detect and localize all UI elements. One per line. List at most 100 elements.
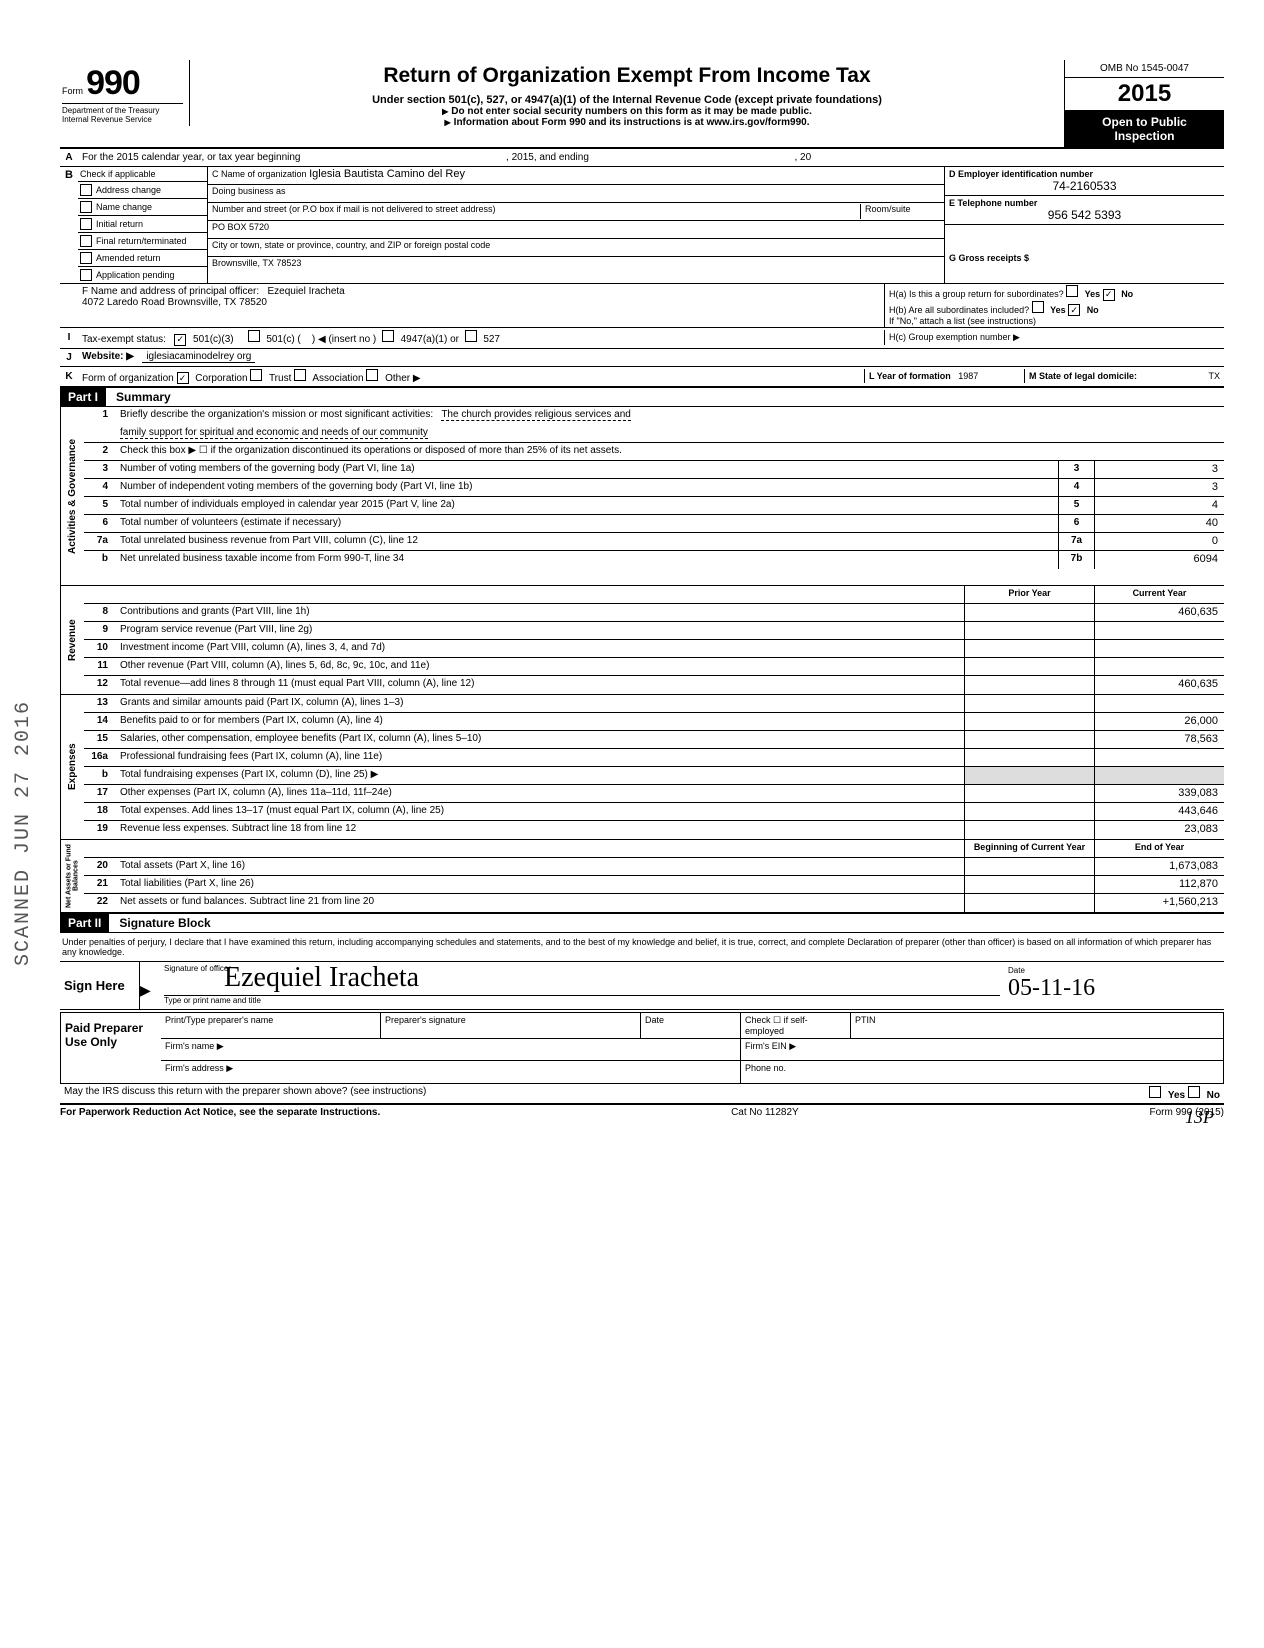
gov-6-num: 6 — [84, 515, 116, 532]
perjury-text: Under penalties of perjury, I declare th… — [60, 933, 1224, 962]
cat-no: Cat No 11282Y — [731, 1107, 799, 1118]
rev-9-prior — [964, 622, 1094, 639]
phone-value: 956 542 5393 — [949, 208, 1220, 222]
scanned-stamp: SCANNED JUN 27 2016 — [12, 700, 35, 966]
line-a-letter: A — [60, 152, 78, 163]
exp-16a-prior — [964, 749, 1094, 766]
prep-h4: Check ☐ if self-employed — [741, 1013, 851, 1038]
cb-other[interactable] — [366, 369, 378, 381]
cb-final-return[interactable] — [80, 235, 92, 247]
rev-11-curr — [1094, 658, 1224, 675]
rev-12-prior — [964, 676, 1094, 694]
exp-16b-prior — [964, 767, 1094, 784]
gov-3-val: 3 — [1094, 461, 1224, 478]
state-domicile: TX — [1208, 371, 1220, 381]
open-public-2: Inspection — [1067, 129, 1222, 143]
hb-no: No — [1087, 305, 1099, 315]
opt-corp: Corporation — [195, 373, 247, 384]
line-d-label: D Employer identification number — [949, 169, 1220, 179]
irs-label: Internal Revenue Service — [62, 115, 183, 124]
gov-5-box: 5 — [1058, 497, 1094, 514]
cb-4947[interactable] — [382, 330, 394, 342]
ha-yes: Yes — [1085, 289, 1101, 299]
cb-name-change[interactable] — [80, 201, 92, 213]
gov-5-num: 5 — [84, 497, 116, 514]
cb-amended-return[interactable] — [80, 252, 92, 264]
gov-4-box: 4 — [1058, 479, 1094, 496]
na-20-num: 20 — [84, 858, 116, 875]
exp-19-prior — [964, 821, 1094, 839]
hb-yes: Yes — [1050, 305, 1066, 315]
cb-trust[interactable] — [250, 369, 262, 381]
gov-7a-num: 7a — [84, 533, 116, 550]
rev-11-num: 11 — [84, 658, 116, 675]
officer-signature: Ezequiel Iracheta — [224, 962, 419, 994]
rev-10-prior — [964, 640, 1094, 657]
cb-label-5: Application pending — [96, 270, 175, 280]
city-value: Brownsville, TX 78523 — [208, 257, 944, 275]
exp-line18: Total expenses. Add lines 13–17 (must eq… — [116, 803, 964, 820]
cb-501c[interactable] — [248, 330, 260, 342]
rev-line8: Contributions and grants (Part VIII, lin… — [116, 604, 964, 621]
cb-hb-no[interactable]: ✓ — [1068, 304, 1080, 316]
cb-initial-return[interactable] — [80, 218, 92, 230]
line-ha: H(a) Is this a group return for subordin… — [889, 289, 1064, 299]
cb-527[interactable] — [465, 330, 477, 342]
city-label: City or town, state or province, country… — [212, 240, 490, 250]
cb-application-pending[interactable] — [80, 269, 92, 281]
gov-7b-val: 6094 — [1094, 551, 1224, 569]
line-a-text3: , 20 — [794, 152, 811, 163]
cb-address-change[interactable] — [80, 184, 92, 196]
rev-9-curr — [1094, 622, 1224, 639]
cb-hb-yes[interactable] — [1032, 301, 1044, 313]
cb-assoc[interactable] — [294, 369, 306, 381]
na-21-end: 112,870 — [1094, 876, 1224, 893]
rev-line10: Investment income (Part VIII, column (A)… — [116, 640, 964, 657]
opt-assoc: Association — [312, 373, 363, 384]
cb-corp[interactable]: ✓ — [177, 372, 189, 384]
na-line21: Total liabilities (Part X, line 26) — [116, 876, 964, 893]
form-header: Form 990 Department of the Treasury Inte… — [60, 60, 1224, 149]
form-word: Form — [62, 86, 83, 96]
exp-17-prior — [964, 785, 1094, 802]
opt-4947: 4947(a)(1) or — [401, 334, 459, 345]
cb-501c3[interactable]: ✓ — [174, 334, 186, 346]
gov-line7b: Net unrelated business taxable income fr… — [116, 551, 1058, 569]
cb-discuss-yes[interactable] — [1149, 1086, 1161, 1098]
na-22-num: 22 — [84, 894, 116, 912]
na-line22: Net assets or fund balances. Subtract li… — [116, 894, 964, 912]
exp-line15: Salaries, other compensation, employee b… — [116, 731, 964, 748]
gov-7b-box: 7b — [1058, 551, 1094, 569]
line-j-letter: J — [60, 352, 78, 363]
sign-here-label: Sign Here — [60, 962, 140, 1009]
opt-501c3: 501(c)(3) — [193, 334, 234, 345]
mission-text2: family support for spiritual and economi… — [120, 427, 428, 439]
part1-header: Part I — [60, 388, 106, 406]
na-22-end: +1,560,213 — [1094, 894, 1224, 912]
rev-10-curr — [1094, 640, 1224, 657]
line-k-label: Form of organization — [82, 373, 174, 384]
dba-label: Doing business as — [212, 186, 286, 196]
discuss-yes: Yes — [1168, 1090, 1185, 1101]
cb-ha-no[interactable]: ✓ — [1103, 289, 1115, 301]
rev-line11: Other revenue (Part VIII, column (A), li… — [116, 658, 964, 675]
exp-16a-num: 16a — [84, 749, 116, 766]
cb-ha-yes[interactable] — [1066, 285, 1078, 297]
exp-16b-curr — [1094, 767, 1224, 784]
cb-discuss-no[interactable] — [1188, 1086, 1200, 1098]
gov-line7a: Total unrelated business revenue from Pa… — [116, 533, 1058, 550]
line-i-label: Tax-exempt status: — [82, 334, 166, 345]
netassets-label: Net Assets or Fund Balances — [60, 840, 84, 912]
dept-label: Department of the Treasury — [62, 106, 183, 115]
firm-ein-label: Firm's EIN ▶ — [745, 1041, 796, 1051]
year-formation: 1987 — [958, 371, 978, 381]
prior-year-label: Prior Year — [964, 586, 1094, 603]
discuss-no: No — [1207, 1090, 1220, 1101]
gov-3-box: 3 — [1058, 461, 1094, 478]
na-21-num: 21 — [84, 876, 116, 893]
exp-19-num: 19 — [84, 821, 116, 839]
gov-7a-val: 0 — [1094, 533, 1224, 550]
open-public-1: Open to Public — [1067, 115, 1222, 129]
exp-line13: Grants and similar amounts paid (Part IX… — [116, 695, 964, 712]
page-number: 13P — [1185, 1107, 1214, 1128]
